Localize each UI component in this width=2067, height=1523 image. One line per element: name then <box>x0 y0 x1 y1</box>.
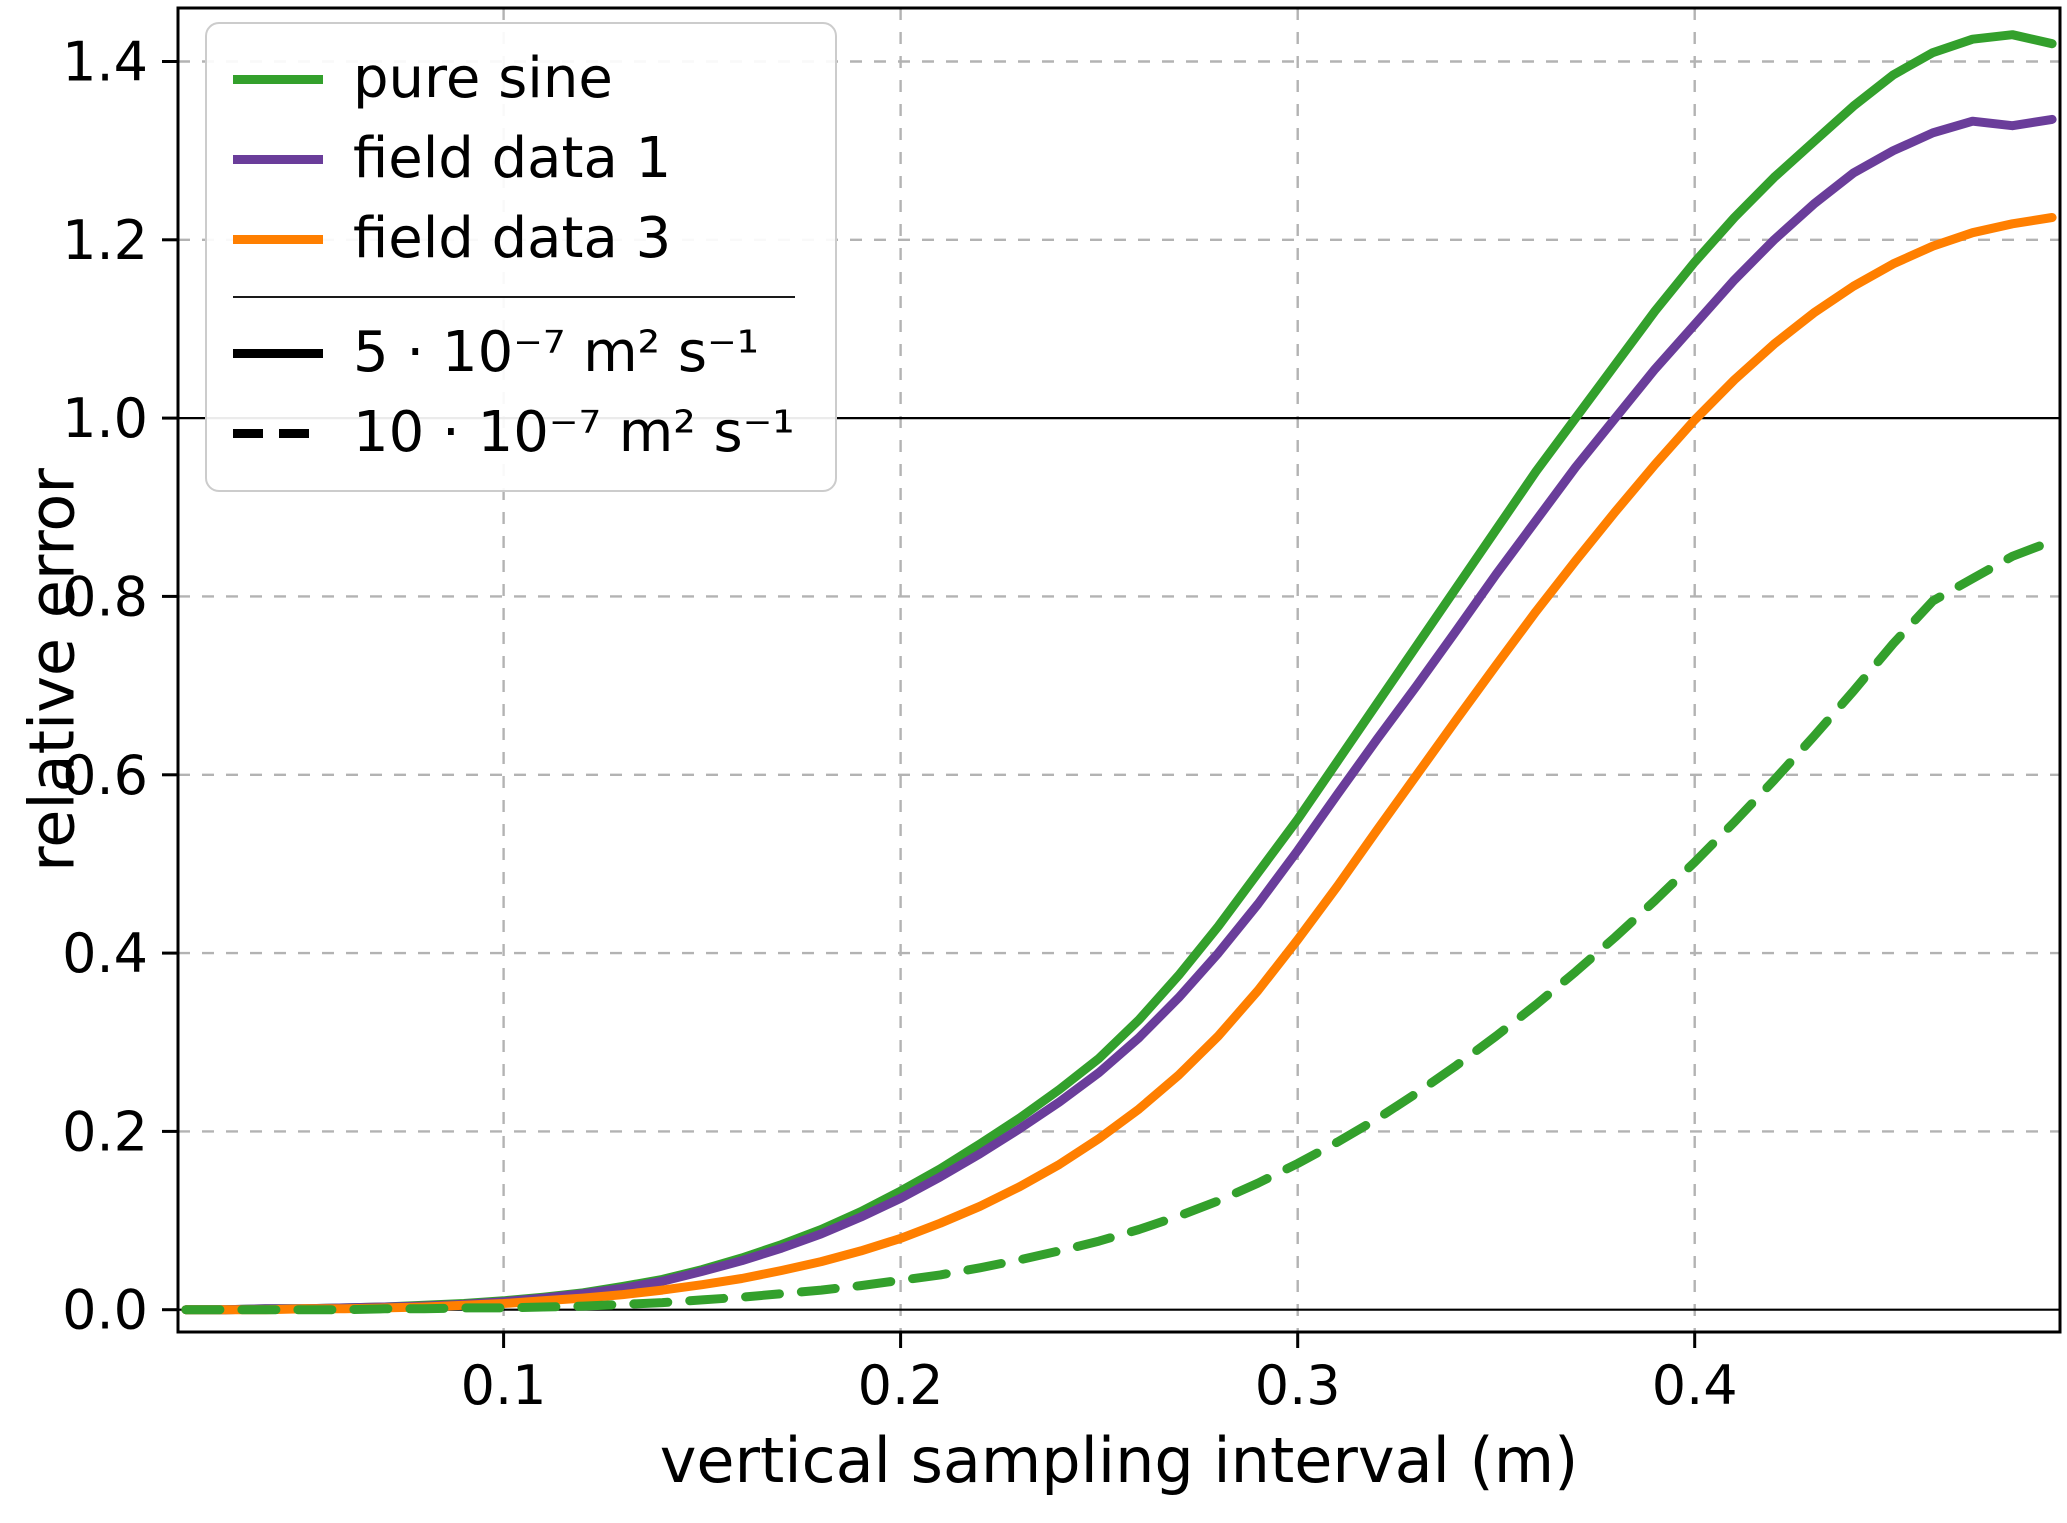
series-pure-sine-10e-7- <box>181 536 2057 1315</box>
legend-item-pure-sine: pure sine <box>233 44 795 114</box>
legend: pure sine field data 1 field data 3 5 · … <box>205 22 837 492</box>
solid-line-sample-icon <box>233 348 323 358</box>
dashed-line-sample-icon <box>233 428 323 438</box>
legend-label: 10 · 10⁻⁷ m² s⁻¹ <box>353 400 795 465</box>
legend-item-diffusivity-10e-7: 10 · 10⁻⁷ m² s⁻¹ <box>233 398 795 468</box>
x-axis-label: vertical sampling interval (m) <box>659 1424 1579 1497</box>
y-tick-label: 1.4 <box>62 31 148 94</box>
legend-item-field-data-3: field data 3 <box>233 204 795 274</box>
legend-label: field data 1 <box>353 126 672 191</box>
legend-label: 5 · 10⁻⁷ m² s⁻¹ <box>353 320 760 385</box>
legend-item-diffusivity-5e-7: 5 · 10⁻⁷ m² s⁻¹ <box>233 318 795 388</box>
legend-item-field-data-1: field data 1 <box>233 124 795 194</box>
x-tick-label: 0.1 <box>461 1354 547 1417</box>
x-tick-label: 0.2 <box>858 1354 944 1417</box>
legend-label: pure sine <box>353 46 613 111</box>
y-tick-label: 0.8 <box>62 565 148 628</box>
field-data-3-line-sample-icon <box>233 234 323 244</box>
pure-sine-line-sample-icon <box>233 74 323 84</box>
y-axis-label: relative error <box>15 468 89 872</box>
axes-frame <box>176 6 2062 1334</box>
y-tick-label: 1.2 <box>62 209 148 272</box>
x-tick-label: 0.4 <box>1652 1354 1738 1417</box>
y-tick-label: 0.4 <box>62 922 148 985</box>
field-data-1-line-sample-icon <box>233 154 323 164</box>
y-tick-label: 1.0 <box>62 387 148 450</box>
y-tick-label: 0.2 <box>62 1100 148 1163</box>
x-tick-label: 0.3 <box>1255 1354 1341 1417</box>
legend-label: field data 3 <box>353 206 672 271</box>
y-tick-label: 0.0 <box>62 1279 148 1342</box>
y-tick-label: 0.6 <box>62 744 148 807</box>
legend-separator <box>233 296 795 298</box>
